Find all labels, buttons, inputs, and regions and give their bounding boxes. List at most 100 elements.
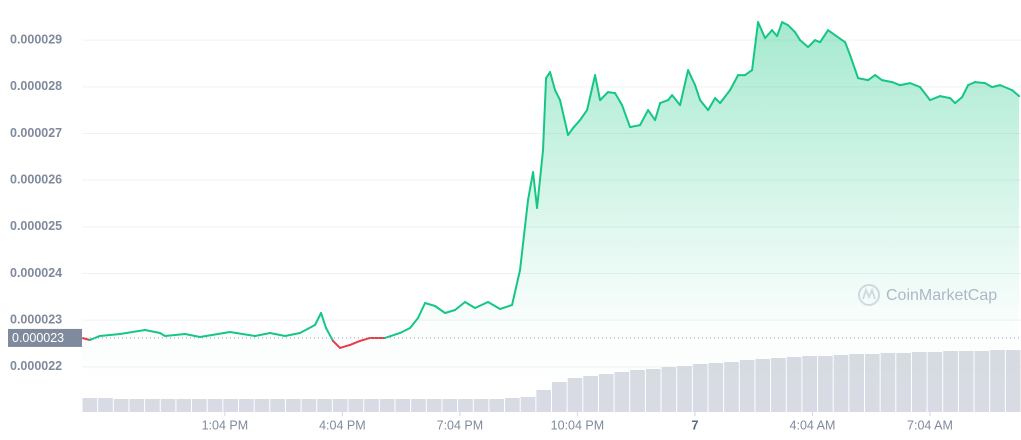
price-segment [474,300,490,310]
price-segment [527,171,535,202]
price-segment [639,109,650,127]
price-segment [849,54,860,80]
price-segment [228,330,257,337]
current-price-tag [8,328,82,347]
price-segment [961,84,970,99]
x-tick-label: 4:04 AM [790,418,836,432]
price-segment [164,333,187,337]
price-segment [284,331,302,337]
price-segment [984,82,994,89]
watermark-logo [858,284,880,306]
price-segment [536,149,545,210]
price-segment [699,99,710,112]
price-segment [542,77,548,152]
price-segment [118,328,146,336]
price-segment [254,331,272,337]
price-segment [487,300,502,310]
y-tick-label: 0.000024 [10,266,62,280]
volume-bar [239,399,254,412]
price-segment [771,29,779,38]
price-segment [967,81,977,87]
price-segment [143,328,161,334]
line [81,21,1021,349]
area-fill [82,22,1020,401]
price-segment [719,89,732,105]
volume-bar [473,399,489,412]
price-segment [424,302,437,307]
volume-bar [98,398,113,412]
price-segment [81,336,91,341]
volume-bar [223,399,238,412]
price-segment [974,81,987,85]
price-segment [629,124,642,129]
price-segment [434,304,447,314]
price-segment [269,331,287,337]
y-tick-label: 0.000026 [10,172,62,186]
volume-bar [317,399,332,412]
volume-bar [332,399,348,412]
y-tick-label: 0.000027 [10,126,62,140]
price-segment [844,41,852,57]
x-tick-label: 7:04 AM [907,418,953,432]
y-tick-label: 0.000029 [10,32,62,46]
price-segment [417,302,427,319]
price-segment [919,86,932,102]
volume-bar [489,399,505,412]
price-segment [744,69,754,77]
volume-bar [364,399,379,412]
price-segment [694,84,702,102]
price-segment [729,74,740,92]
volume-bar [82,398,98,412]
x-tick-label: 7 [691,418,698,432]
price-segment [776,21,784,38]
x-tick-label: 7:04 PM [437,418,484,432]
price-segment [751,21,760,72]
price-segment [320,311,328,329]
price-segment [881,79,894,84]
price-segment [647,109,657,122]
price-segment [594,74,602,102]
price-segment [384,331,402,339]
price-segment [567,127,575,137]
price-segment [707,97,717,112]
price-segment [325,326,335,342]
price-segment [679,69,690,107]
labels: 0.000022 0.000023 0.000024 0.000025 0.000026… [8,32,1021,432]
price-segment [834,34,847,44]
price-segment [1011,89,1021,98]
volume-bar [348,399,364,412]
price-segment [781,21,790,27]
price-segment [332,339,342,349]
price-segment [599,91,610,102]
price-segment [532,171,539,210]
price-segment [199,330,231,338]
volume-bar [254,399,270,412]
price-segment [579,109,589,122]
price-segment [909,82,922,89]
price-segment [714,97,722,105]
price-segment [99,333,121,337]
price-segment [687,69,697,87]
price-segment [764,29,774,40]
price-segment [999,84,1014,92]
x-tick-label: 10:04 PM [551,418,605,432]
price-segment [757,21,767,40]
price-segment [939,95,952,100]
volume-bar [145,399,160,412]
price-segment [444,309,457,314]
area [82,22,1020,401]
price-segment [787,24,797,34]
price-segment [874,74,884,82]
price-segment [339,343,352,349]
volume-bar [129,399,145,412]
watermark: CoinMarketCap [886,287,997,304]
price-segment [88,334,102,341]
volume-bar [270,399,285,412]
price-segment [511,269,522,307]
price-segment [667,94,674,102]
volume-bar [301,399,317,412]
volume-bar [411,399,426,412]
volume-bar [442,399,458,412]
price-segment [554,89,562,102]
price-segment [827,29,837,37]
